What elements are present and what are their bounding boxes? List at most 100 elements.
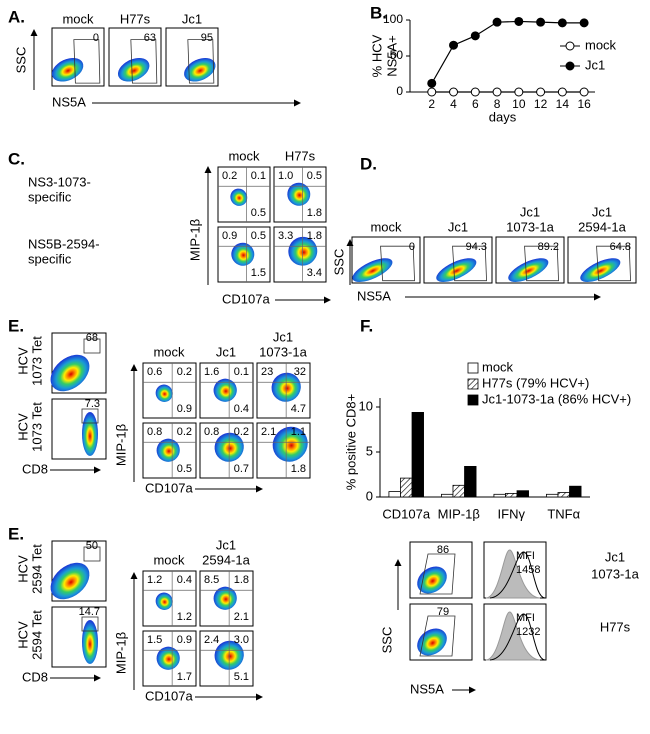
quadrant-value: 3.0 [234, 634, 249, 646]
x-axis-label: CD8 [22, 669, 48, 684]
y-axis-label: SSC [379, 627, 394, 654]
y-tick-label: 10 [359, 398, 373, 413]
data-point [536, 17, 546, 27]
x-tick-label: 8 [494, 97, 501, 111]
y-axis-label: SSC [331, 249, 346, 276]
plot-title: Jc1 [448, 219, 468, 234]
y-tick-label: 100 [383, 12, 403, 26]
quadrant-value: 0.9 [222, 230, 237, 242]
density-blob [352, 258, 393, 282]
density-blob [213, 378, 237, 402]
bar [441, 493, 454, 498]
x-tick-label: TNFα [547, 506, 580, 521]
gate-value: 94.3 [466, 241, 487, 253]
density-blob [272, 426, 308, 462]
quadrant-value: 0.9 [177, 634, 192, 646]
series-line [431, 20, 585, 84]
legend-label: Jc1-1073-1a (86% HCV+) [482, 391, 631, 406]
plot-title: mock [370, 219, 402, 234]
plot-title: Jc1 [592, 204, 612, 219]
y-tick-label: 0 [366, 488, 373, 503]
x-axis-label: NS5A [410, 681, 444, 696]
density-blob [50, 562, 90, 600]
panel-label: D. [360, 154, 377, 173]
quadrant-value: 0.2 [177, 426, 192, 438]
data-point [557, 87, 567, 97]
x-tick-label: MIP-1β [438, 506, 480, 521]
legend-label: mock [585, 37, 617, 52]
row-label: H77s [600, 619, 631, 634]
bar [546, 493, 559, 498]
y-axis-label: NS5A+ [384, 35, 399, 77]
x-axis-label: CD8 [22, 461, 48, 476]
quadrant-value: 0.5 [177, 463, 192, 475]
legend-label: H77s (79% HCV+) [482, 375, 589, 390]
quadrant-value: 1.7 [177, 671, 192, 683]
plot-title: H77s [120, 11, 151, 26]
data-point [427, 87, 437, 97]
quadrant-value: 1.0 [278, 170, 293, 182]
density-blob [155, 592, 173, 610]
gate [524, 245, 559, 282]
quadrant-value: 0.4 [234, 403, 249, 415]
density-blob [82, 412, 98, 456]
data-point [427, 78, 437, 88]
quadrant-value: 0.1 [234, 366, 249, 378]
data-point [579, 87, 589, 97]
tet-label: HCV [15, 555, 30, 583]
row-label: NS3-1073- [28, 174, 91, 189]
gate-value: 63 [144, 32, 156, 44]
quadrant-value: 0.8 [204, 426, 219, 438]
quadrant-value: 0.7 [234, 463, 249, 475]
x-axis-label: NS5A [52, 94, 86, 109]
tet-label: HCV [15, 413, 30, 441]
bar [493, 493, 506, 498]
gate [130, 39, 158, 84]
density-blob [156, 438, 180, 462]
quadrant-value: 0.6 [147, 366, 162, 378]
density-blob [417, 628, 447, 656]
quadrant-value: 3.4 [307, 267, 322, 279]
quadrant-value: 1.8 [307, 207, 322, 219]
quadrant-value: 2.1 [234, 611, 249, 623]
column-title: Jc1 [216, 537, 236, 552]
quadrant-value: 1.8 [291, 463, 306, 475]
column-title: mock [153, 552, 185, 567]
bar [464, 465, 477, 498]
gate [419, 553, 456, 595]
x-axis-label: CD107a [222, 291, 270, 306]
plot-frame [142, 630, 197, 687]
y-axis-label: SSC [13, 47, 28, 74]
quadrant-value: 1.2 [147, 574, 162, 586]
quadrant-value: 2.1 [261, 426, 276, 438]
quadrant-value: 32 [294, 366, 306, 378]
quadrant-value: 1.6 [204, 366, 219, 378]
gate-value: 68 [86, 332, 98, 344]
x-tick-label: CD107a [382, 506, 430, 521]
quadrant-value: 1.8 [307, 230, 322, 242]
tet-label: 1073 Tet [29, 402, 44, 452]
y-tick-label: 50 [390, 48, 404, 62]
panel-label: A. [8, 7, 25, 26]
x-axis-label: days [489, 109, 517, 124]
gate-value: 0 [409, 241, 415, 253]
plot-title: 2594-1a [578, 219, 626, 234]
bar [411, 411, 424, 498]
gate [83, 338, 101, 354]
panel-label: B. [370, 3, 387, 22]
quadrant-value: 0.9 [177, 403, 192, 415]
gate-value: 86 [437, 544, 449, 556]
gate-value: 79 [437, 606, 449, 618]
mfi-label: MFI [516, 612, 535, 624]
data-point [470, 31, 480, 41]
quadrant-value: 1.1 [291, 426, 306, 438]
gate [419, 615, 456, 657]
legend-swatch [467, 378, 479, 390]
bar [505, 492, 518, 498]
y-axis-label: MIP-1β [113, 632, 128, 674]
mfi-label: 1232 [516, 626, 540, 638]
panel-label: E. [8, 316, 24, 335]
density-blob [436, 258, 477, 282]
x-tick-label: 4 [450, 97, 457, 111]
quadrant-value: 0.8 [147, 426, 162, 438]
